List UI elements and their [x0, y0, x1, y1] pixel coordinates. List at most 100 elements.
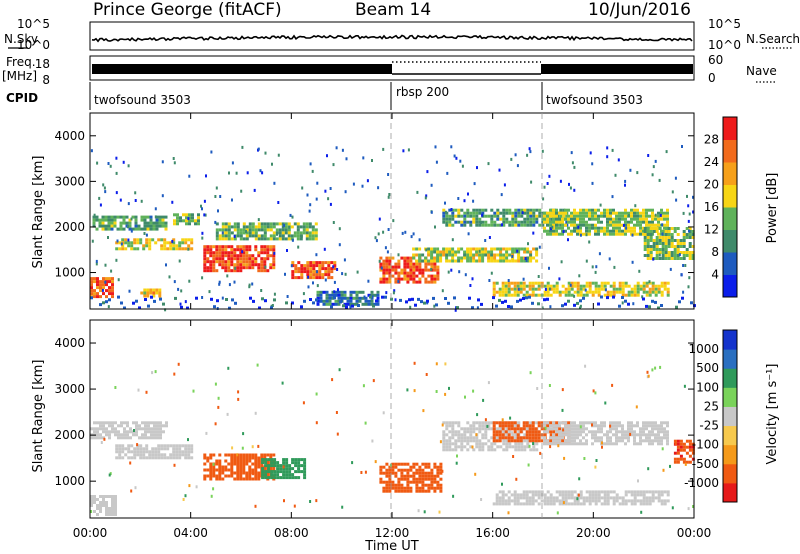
power-cell [546, 220, 549, 224]
power-speckle [388, 193, 391, 196]
velocity-cell [454, 439, 458, 443]
power-cell [221, 234, 225, 238]
power-cell [302, 231, 306, 235]
power-ground-cell [432, 296, 435, 300]
power-cell [221, 254, 225, 258]
power-cell [248, 228, 252, 232]
velocity-speckle [452, 494, 455, 498]
velocity-cell [475, 427, 479, 431]
power-cell [415, 259, 419, 263]
power-cell [290, 225, 294, 229]
power-speckle [669, 267, 672, 271]
velocity-cell [552, 496, 556, 500]
power-cell [230, 231, 234, 235]
velocity-cell [254, 453, 258, 457]
velocity-cell [118, 450, 122, 454]
power-cell [529, 214, 533, 218]
power-cell [618, 281, 622, 285]
velocity-speckle [282, 465, 285, 469]
velocity-cell [555, 490, 559, 494]
power-speckle [529, 150, 532, 154]
power-cell [511, 223, 515, 227]
power-cell [523, 223, 527, 227]
power-cell [505, 253, 509, 257]
velocity-speckle [507, 511, 510, 515]
velocity-cell [239, 456, 243, 460]
power-cell [236, 257, 240, 261]
power-cell [648, 223, 651, 227]
velocity-cell [657, 430, 660, 434]
power-cell [520, 259, 524, 263]
velocity-cell [102, 430, 105, 434]
power-cell [685, 227, 689, 230]
velocity-cell [272, 468, 276, 472]
power-cell [412, 274, 416, 278]
power-cell [648, 290, 652, 294]
velocity-cell [430, 477, 434, 481]
power-cell [242, 222, 246, 226]
velocity-cell [558, 430, 561, 434]
power-cell [529, 256, 533, 260]
velocity-speckle [595, 459, 598, 462]
power-cell [185, 219, 188, 223]
power-cell [269, 248, 273, 252]
power-cell [507, 284, 511, 288]
velocity-cell [639, 442, 642, 446]
power-cell [230, 260, 234, 264]
power-cell [466, 250, 470, 254]
power-ground-cell [573, 303, 576, 307]
noise-left-bottom: 10^0 [17, 38, 50, 52]
power-cell [664, 236, 668, 239]
power-cell [290, 234, 294, 238]
power-cell [436, 253, 440, 257]
power-cell [221, 266, 225, 270]
power-cell [502, 220, 506, 224]
velocity-cell [549, 499, 553, 503]
power-cell [691, 254, 695, 257]
velocity-colorbar-frame [722, 329, 738, 503]
velocity-cell [123, 427, 126, 431]
power-speckle [203, 199, 206, 203]
velocity-cell [534, 493, 538, 497]
power-cell [424, 259, 428, 263]
velocity-cell [570, 502, 574, 506]
power-cell [355, 299, 359, 303]
power-speckle [271, 162, 273, 166]
power-cell [121, 244, 125, 248]
power-cell [125, 221, 129, 225]
power-cell [594, 284, 598, 288]
power-cell [245, 263, 249, 267]
power-cell [154, 241, 158, 245]
velocity-cell [591, 436, 594, 440]
power-cell [312, 264, 316, 268]
power-cell [409, 268, 413, 272]
velocity-cell [511, 445, 515, 449]
velocity-cell [603, 433, 606, 437]
power-cell [272, 254, 276, 258]
power-cell [145, 241, 149, 245]
power-cell [263, 234, 267, 238]
velocity-cell [418, 486, 422, 490]
velocity-cell [397, 462, 401, 466]
power-cell [541, 217, 545, 221]
power-cell [546, 214, 549, 218]
power-cell [555, 290, 559, 294]
power-cell [215, 257, 219, 261]
power-cell [272, 237, 276, 241]
power-cell [585, 290, 589, 294]
power-cell [682, 233, 686, 236]
power-cell [424, 262, 428, 266]
velocity-cell [507, 499, 511, 503]
power-cell [520, 247, 524, 251]
power-cell [517, 253, 521, 257]
power-cell [529, 208, 533, 212]
power-cell [224, 269, 228, 273]
power-cell [152, 227, 156, 231]
power-cell [526, 217, 530, 221]
power-cell [673, 254, 677, 257]
velocity-cell [96, 433, 99, 437]
power-speckle [208, 290, 211, 294]
velocity-cell [570, 493, 574, 497]
power-cell [239, 228, 243, 232]
power-cell [424, 265, 428, 269]
